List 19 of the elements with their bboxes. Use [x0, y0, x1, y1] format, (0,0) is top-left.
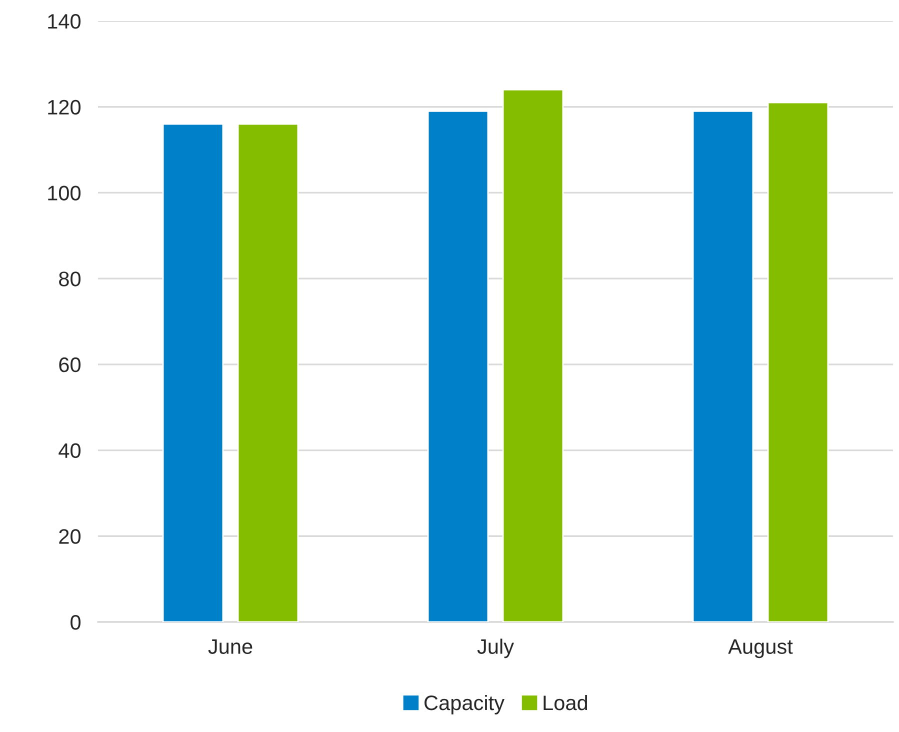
y-tick-label: 40 — [58, 443, 81, 458]
y-tick-label: 120 — [48, 100, 81, 115]
y-tick-label: 20 — [59, 529, 81, 544]
bar — [427, 110, 489, 622]
bar — [767, 102, 829, 622]
x-tick-label: July — [477, 638, 514, 658]
legend-label: Capacity — [424, 694, 504, 714]
y-tick-label: 60 — [59, 357, 81, 372]
y-tick-label: 0 — [70, 615, 81, 630]
bar — [502, 88, 564, 622]
bar — [237, 123, 299, 622]
bar — [162, 123, 224, 622]
y-tick-label: 80 — [59, 272, 81, 286]
y-tick-label: 140 — [48, 14, 81, 29]
x-tick-label: August — [728, 639, 793, 658]
legend-label: Load — [544, 694, 588, 710]
y-tick-label: 100 — [48, 186, 81, 200]
x-tick-label: June — [208, 639, 252, 654]
bar — [692, 110, 754, 622]
